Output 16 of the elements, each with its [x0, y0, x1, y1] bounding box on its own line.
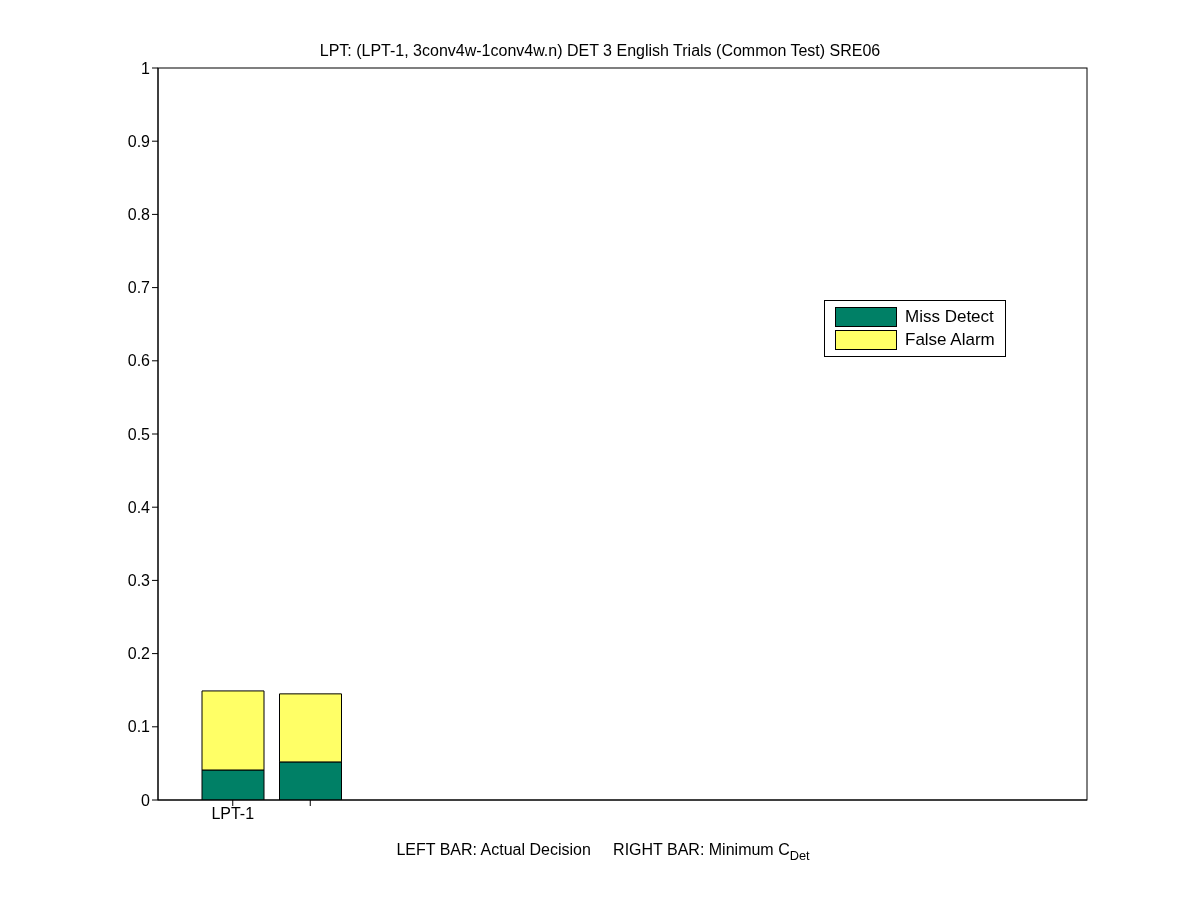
x-axis-title: LEFT BAR: Actual Decision RIGHT BAR: Minimum C$_{Det}$	[396, 841, 811, 863]
y-tick-label: 0.2	[127, 645, 151, 663]
y-tick-label: 0.5	[127, 425, 151, 443]
y-tick-label: 0.1	[127, 718, 151, 736]
y-tick-label: 1	[141, 59, 151, 77]
x-tick-label: LPT-1	[211, 805, 255, 823]
y-tick-label: 0.6	[127, 352, 151, 370]
y-tick-label: 0.9	[127, 132, 151, 150]
y-tick-label: 0.3	[127, 572, 151, 590]
y-tick-label: 0.7	[127, 279, 151, 297]
y-tick-label: 0.8	[127, 206, 151, 224]
legend-label: False Alarm	[905, 330, 995, 350]
legend-label: Miss Detect	[905, 307, 994, 327]
y-tick-label: 0.4	[127, 498, 151, 516]
y-tick-label: 0	[141, 791, 151, 809]
text: LPT: (LPT-1, 3conv4w-1conv4w.n) DET 3 English Trials (Common Test) SRE06	[319, 42, 881, 59]
